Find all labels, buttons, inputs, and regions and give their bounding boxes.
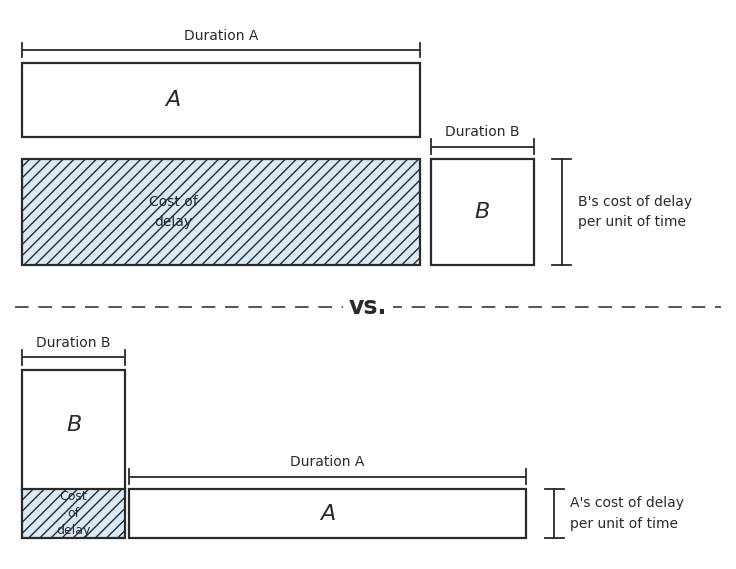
Text: A: A xyxy=(166,89,181,110)
Text: B: B xyxy=(66,415,81,435)
Bar xyxy=(431,159,534,265)
Text: A's cost of delay
per unit of time: A's cost of delay per unit of time xyxy=(570,496,684,531)
Bar xyxy=(22,159,420,265)
Text: Duration A: Duration A xyxy=(290,455,365,469)
Text: Cost of
delay: Cost of delay xyxy=(149,195,197,229)
Text: Cost
of
delay: Cost of delay xyxy=(57,490,91,537)
Text: B: B xyxy=(475,202,489,222)
Bar xyxy=(22,370,125,492)
Text: A: A xyxy=(320,504,335,523)
Bar xyxy=(129,489,526,538)
Text: Duration B: Duration B xyxy=(445,125,520,139)
Text: B's cost of delay
per unit of time: B's cost of delay per unit of time xyxy=(578,195,692,229)
Text: Duration A: Duration A xyxy=(183,28,258,43)
Bar xyxy=(22,489,125,538)
Bar xyxy=(22,63,420,137)
Text: Duration B: Duration B xyxy=(36,336,111,350)
Text: vs.: vs. xyxy=(349,295,387,319)
